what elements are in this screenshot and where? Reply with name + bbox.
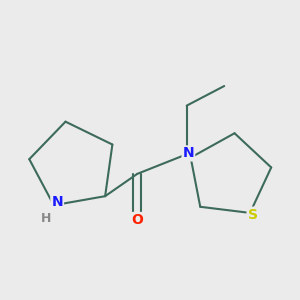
Text: O: O: [131, 213, 143, 227]
Text: N: N: [183, 146, 194, 161]
Text: N: N: [51, 195, 63, 209]
Text: S: S: [248, 208, 258, 222]
Text: H: H: [41, 212, 51, 225]
